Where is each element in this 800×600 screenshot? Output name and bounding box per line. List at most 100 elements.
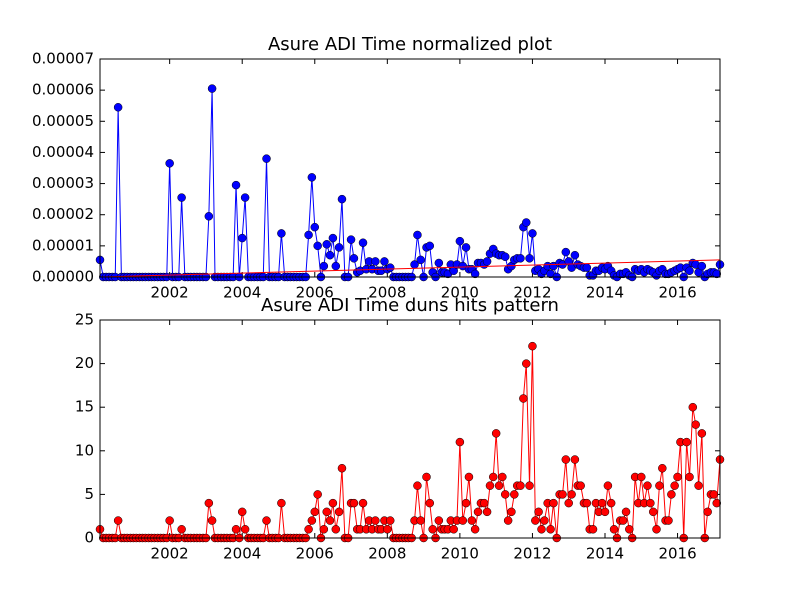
data-point — [600, 507, 610, 517]
data-point — [328, 233, 338, 243]
data-point — [673, 472, 682, 482]
data-point — [546, 525, 555, 534]
data-point — [531, 516, 540, 525]
data-point — [609, 525, 619, 534]
data-point — [570, 250, 580, 260]
data-point — [470, 269, 480, 279]
data-point — [204, 498, 214, 508]
data-point — [458, 516, 468, 525]
data-point — [380, 257, 389, 266]
data-point — [479, 498, 489, 508]
chart-title: Asure ADI Time duns hits pattern — [261, 295, 559, 316]
y-tick-label: 25 — [75, 311, 94, 329]
data-point — [385, 516, 395, 525]
data-point — [534, 507, 543, 517]
data-point — [207, 84, 217, 93]
data-point — [455, 236, 465, 246]
y-tick-label: 0 — [84, 529, 94, 547]
data-point — [240, 193, 250, 202]
data-point — [561, 247, 571, 257]
x-tick-label: 2008 — [368, 545, 406, 563]
axes-frame — [99, 58, 721, 278]
data-point — [349, 498, 359, 508]
data-point — [694, 481, 703, 490]
data-point — [425, 498, 435, 508]
data-point — [510, 490, 519, 499]
data-point — [648, 507, 658, 517]
data-point — [500, 252, 510, 262]
data-point — [416, 255, 425, 265]
subplot: Asure ADI Time duns hits pattern 0 5 10 15 20… — [75, 295, 725, 563]
data-point — [685, 266, 694, 276]
data-point — [643, 481, 652, 490]
data-point — [522, 218, 531, 227]
data-point — [576, 481, 585, 490]
data-point — [434, 258, 444, 268]
data-point — [537, 525, 546, 534]
data-point — [449, 525, 458, 534]
chart-title: Asure ADI Time normalized plot — [268, 34, 552, 55]
data-point — [618, 516, 628, 525]
data-point — [319, 525, 329, 534]
data-point — [516, 254, 525, 263]
data-point — [425, 241, 435, 251]
x-tick-label: 2004 — [223, 284, 261, 302]
data-point — [570, 455, 580, 464]
data-point — [621, 507, 631, 517]
x-tick-label: 2012 — [513, 284, 551, 302]
data-point — [564, 498, 573, 508]
data-point — [322, 507, 331, 517]
data-point — [358, 238, 368, 247]
data-point — [540, 516, 549, 525]
data-point — [113, 103, 123, 112]
x-tick-label: 2010 — [441, 284, 479, 302]
data-point — [528, 341, 537, 351]
data-point — [637, 472, 646, 482]
data-point — [165, 159, 174, 168]
data-point — [325, 516, 335, 525]
data-point — [494, 481, 504, 490]
data-point — [646, 498, 655, 508]
data-point — [240, 525, 250, 534]
x-tick-label: 2002 — [151, 284, 189, 302]
data-point — [712, 269, 721, 279]
data-point — [522, 359, 531, 368]
y-tick-label: 0.00004 — [32, 143, 94, 161]
data-point — [262, 154, 271, 163]
data-point — [165, 516, 174, 525]
data-point — [603, 481, 613, 490]
x-tick-label: 2006 — [296, 284, 334, 302]
data-point — [322, 240, 331, 249]
data-point — [207, 516, 217, 525]
data-point — [416, 516, 425, 525]
y-tick-label: 0.00000 — [32, 268, 94, 286]
data-point — [310, 222, 320, 232]
data-point — [371, 257, 380, 266]
series-line — [99, 259, 721, 278]
data-point — [310, 507, 320, 517]
data-point — [703, 507, 712, 517]
data-point — [485, 481, 495, 490]
data-point — [582, 498, 592, 508]
data-point — [204, 212, 214, 221]
data-point — [467, 516, 477, 525]
data-point — [667, 490, 676, 499]
data-point — [519, 394, 528, 403]
data-point — [464, 472, 474, 482]
data-point — [655, 481, 664, 490]
data-point — [177, 193, 186, 202]
x-tick-label: 2006 — [296, 545, 334, 563]
data-point — [349, 254, 359, 263]
data-point — [588, 525, 598, 534]
data-point — [491, 429, 501, 438]
data-point — [358, 498, 368, 508]
data-point — [498, 472, 507, 482]
data-point — [625, 525, 634, 534]
data-point — [709, 490, 719, 499]
data-point — [567, 490, 576, 499]
data-point — [177, 525, 186, 534]
data-point — [482, 507, 492, 517]
data-point — [304, 230, 313, 240]
data-point — [262, 516, 271, 525]
